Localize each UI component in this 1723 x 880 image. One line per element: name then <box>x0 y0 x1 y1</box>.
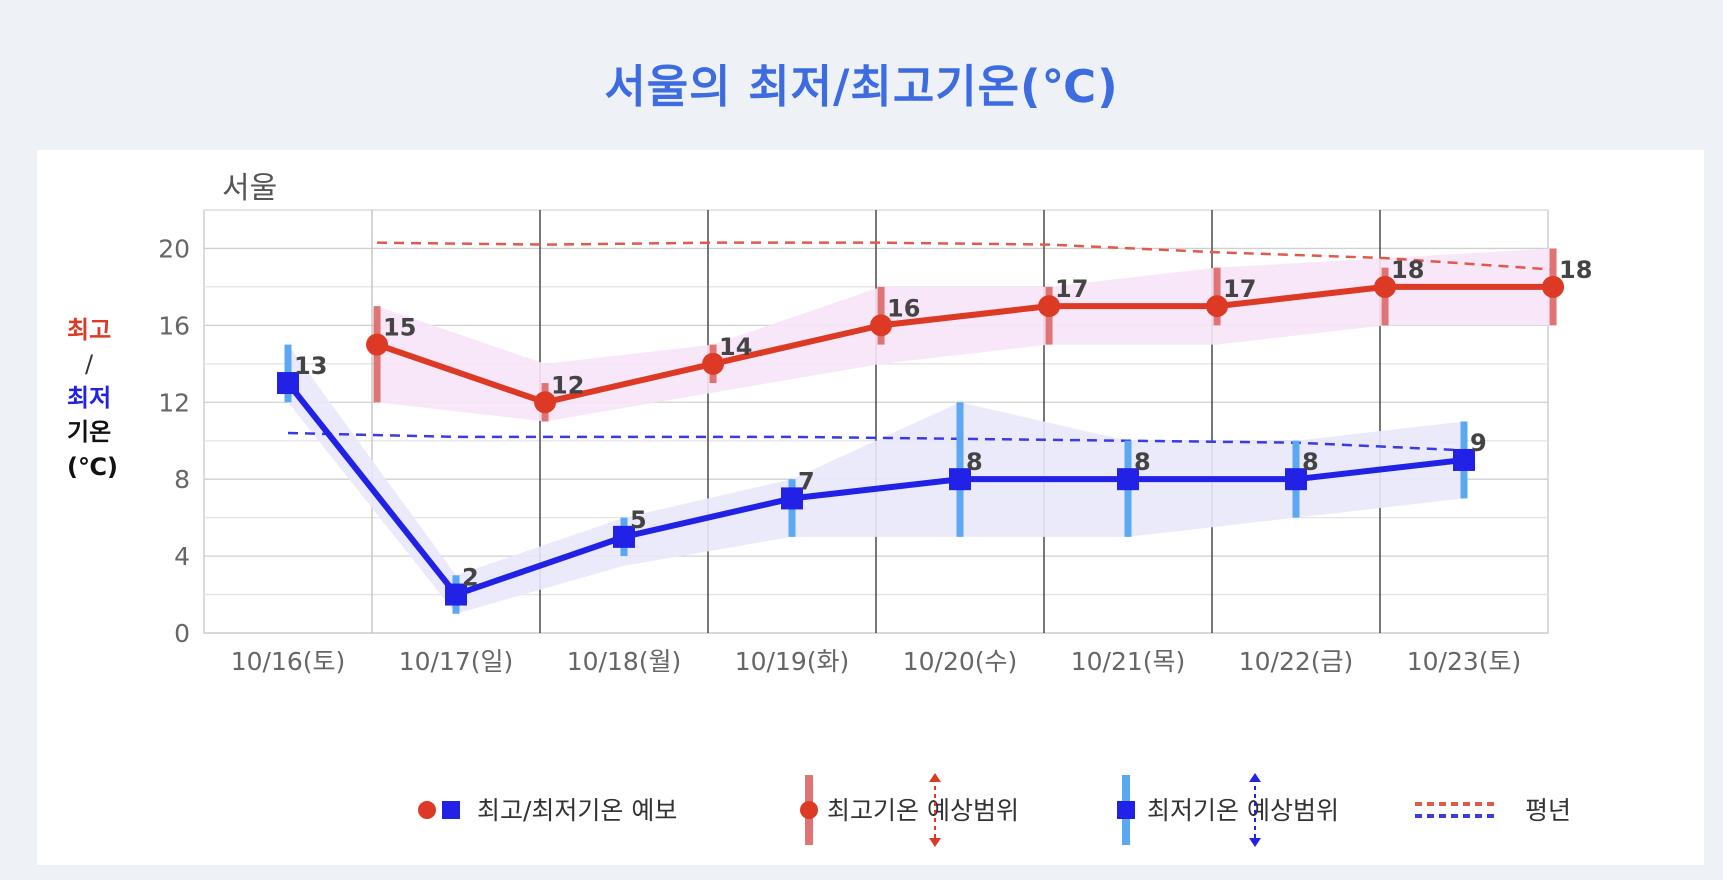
x-tick-label: 10/20(수) <box>903 647 1018 676</box>
max-normal-line <box>377 241 1554 271</box>
min-temp-point <box>1285 468 1307 491</box>
x-tick-label: 10/17(일) <box>399 647 514 676</box>
legend-item-max-range: 최고기온 예상범위 <box>800 773 1019 847</box>
min-temp-point <box>445 583 467 606</box>
legend-item-min-range: 최저기온 예상범위 <box>1117 773 1339 847</box>
legend-item-normal: 평년 <box>1415 796 1571 825</box>
legend-min-arrow-down-icon <box>1249 838 1261 847</box>
y-axis-label-unit: (℃) <box>67 453 118 481</box>
y-axis-label-slash: / <box>85 350 94 378</box>
y-tick-label: 12 <box>158 388 190 417</box>
max-temp-data-label: 16 <box>887 294 920 322</box>
max-temp-data-label: 17 <box>1055 275 1088 303</box>
max-range-band <box>377 248 1554 422</box>
chart-panel: 서울 최고 / 최저 기온 (℃) 0 4 8 12 16 20 10/16(토) 10/1… <box>37 150 1704 865</box>
min-temp-data-label: 5 <box>630 506 647 534</box>
x-tick-label: 10/16(토) <box>231 647 346 676</box>
legend-max-arrow-up-icon <box>929 773 941 782</box>
legend-label-max-range: 최고기온 예상범위 <box>827 796 1019 825</box>
x-tick-labels: 10/16(토) 10/17(일) 10/18(월) 10/19(화) 10/20(수)… <box>231 647 1522 676</box>
page-title: 서울의 최저/최고기온(℃) <box>604 60 1119 113</box>
min-temp-data-label: 8 <box>1302 448 1319 476</box>
min-temp-point <box>613 525 635 548</box>
min-temp-point <box>1117 468 1139 491</box>
x-tick-label: 10/23(토) <box>1407 647 1522 676</box>
forecast-markers <box>277 275 1565 606</box>
min-range-band <box>288 344 1464 614</box>
legend: 최고/최저기온 예보 최고기온 예상범위 최저기온 예상범위 <box>418 773 1571 847</box>
min-temp-data-label: 2 <box>462 564 479 592</box>
legend-min-range-marker <box>1117 801 1135 819</box>
y-tick-label: 4 <box>174 542 190 571</box>
min-temp-line <box>285 381 1465 598</box>
y-axis-label-temp: 기온 <box>67 418 111 446</box>
max-temp-line <box>376 283 1554 406</box>
max-temp-point <box>1542 275 1565 298</box>
y-tick-labels: 0 4 8 12 16 20 <box>158 234 190 648</box>
y-axis-label-min: 최저 <box>67 384 111 412</box>
min-normal-line <box>287 431 1465 452</box>
min-temp-data-label: 8 <box>966 448 983 476</box>
max-temp-point <box>366 333 389 356</box>
max-temp-point <box>534 391 557 414</box>
min-temp-point <box>781 487 803 510</box>
y-axis-label-max: 최고 <box>67 316 111 344</box>
max-temp-data-label: 14 <box>719 333 752 361</box>
legend-label-min-range: 최저기온 예상범위 <box>1147 796 1339 825</box>
y-tick-label: 8 <box>174 465 190 494</box>
x-tick-label: 10/22(금) <box>1239 647 1354 676</box>
range-bands <box>288 248 1554 614</box>
max-temp-point <box>870 314 893 337</box>
legend-max-range-marker <box>800 801 818 819</box>
max-temp-point <box>1374 275 1397 298</box>
y-tick-label: 16 <box>158 311 190 340</box>
legend-square-marker <box>442 801 460 819</box>
min-temp-data-label: 13 <box>294 352 327 380</box>
min-temp-point <box>277 372 299 395</box>
min-temp-point <box>949 468 971 491</box>
legend-label-normal: 평년 <box>1525 796 1571 825</box>
data-labels: 15 12 14 16 17 17 18 18 13 2 5 7 8 8 8 9 <box>294 256 1592 592</box>
chart-title: 서울 <box>222 171 277 206</box>
max-temp-data-label: 17 <box>1223 275 1256 303</box>
y-tick-label: 20 <box>158 234 190 263</box>
max-temp-data-label: 18 <box>1559 256 1592 284</box>
legend-label-forecast: 최고/최저기온 예보 <box>477 796 677 825</box>
max-temp-point <box>702 352 725 375</box>
max-temp-point <box>1038 295 1061 318</box>
x-tick-label: 10/19(화) <box>735 647 850 676</box>
max-temp-data-label: 15 <box>383 314 416 342</box>
min-temp-point <box>1453 448 1475 471</box>
min-temp-data-label: 9 <box>1470 429 1487 457</box>
legend-min-arrow-up-icon <box>1249 773 1261 782</box>
max-temp-point <box>1206 295 1229 318</box>
x-tick-label: 10/21(목) <box>1071 647 1186 676</box>
legend-max-arrow-down-icon <box>929 838 941 847</box>
min-temp-data-label: 7 <box>798 467 815 495</box>
x-tick-label: 10/18(월) <box>567 647 682 676</box>
forecast-lines <box>285 283 1554 598</box>
max-temp-data-label: 18 <box>1391 256 1424 284</box>
max-temp-data-label: 12 <box>551 371 584 399</box>
min-temp-data-label: 8 <box>1134 448 1151 476</box>
normal-lines <box>287 241 1554 452</box>
y-tick-label: 0 <box>174 619 190 648</box>
legend-item-forecast: 최고/최저기온 예보 <box>418 796 677 825</box>
legend-circle-marker <box>418 801 436 819</box>
